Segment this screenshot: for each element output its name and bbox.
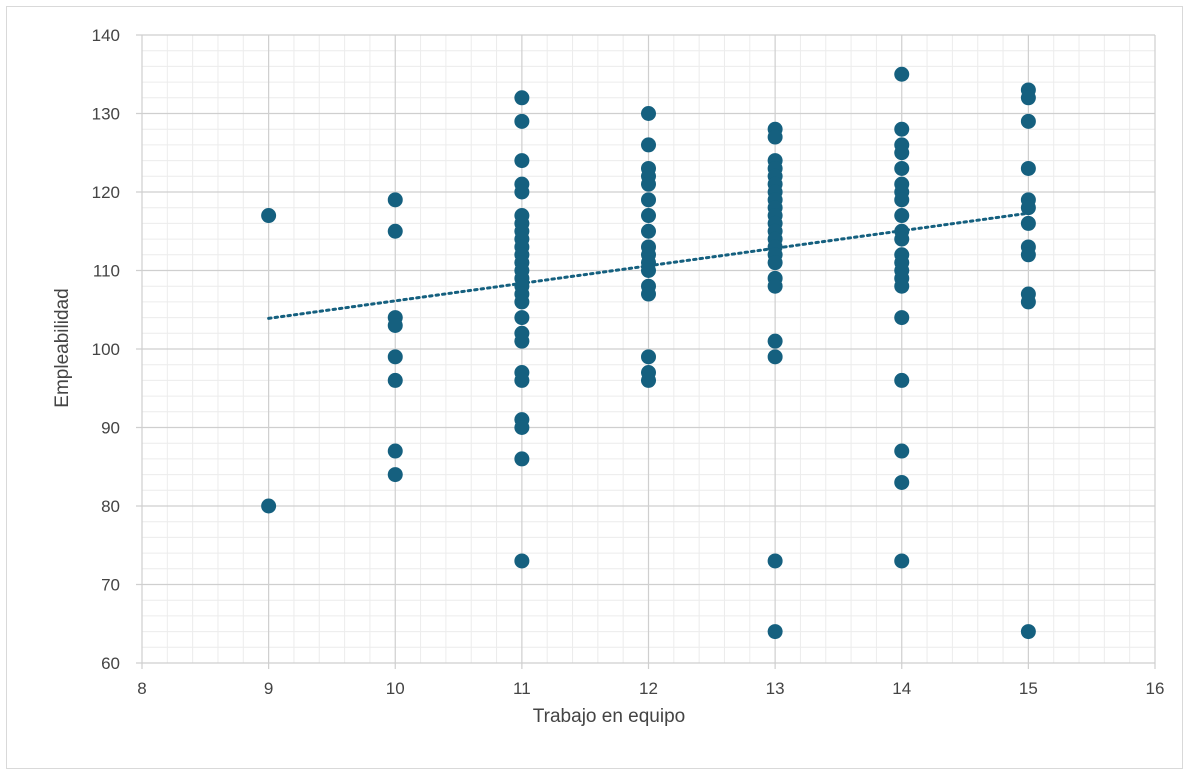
y-tick-label: 80 <box>101 497 120 516</box>
scatter-point <box>514 184 530 200</box>
scatter-point <box>641 192 656 208</box>
scatter-point <box>261 498 277 514</box>
scatter-point <box>894 278 910 294</box>
x-tick-label: 8 <box>137 679 146 698</box>
scatter-point <box>894 372 910 388</box>
y-tick-label: 90 <box>101 419 120 438</box>
scatter-point <box>894 474 910 490</box>
scatter-point <box>387 192 403 208</box>
x-axis-title: Trabajo en equipo <box>533 706 685 727</box>
chart-frame <box>6 6 1183 769</box>
y-tick-label: 100 <box>92 340 120 359</box>
scatter-point <box>767 255 783 271</box>
scatter-point <box>387 349 403 365</box>
data-points <box>261 66 1036 640</box>
scatter-point <box>1020 90 1036 106</box>
scatter-point <box>514 294 530 310</box>
scatter-point <box>1020 215 1036 231</box>
scatter-point <box>514 333 530 349</box>
scatter-point <box>641 263 656 278</box>
scatter-point <box>641 223 656 239</box>
scatter-point <box>641 137 656 153</box>
x-tick-label: 16 <box>1146 679 1165 698</box>
scatter-point <box>514 90 530 106</box>
y-tick-label: 70 <box>101 576 120 595</box>
y-axis-title: Empleabilidad <box>52 288 73 407</box>
scatter-point <box>514 451 530 467</box>
x-tick-label: 13 <box>766 679 785 698</box>
scatter-point <box>261 208 277 224</box>
x-tick-label: 10 <box>386 679 405 698</box>
scatter-point <box>894 192 910 208</box>
y-tick-label: 60 <box>101 654 120 673</box>
scatter-point <box>387 467 403 483</box>
scatter-point <box>767 553 783 569</box>
scatter-point <box>767 333 783 349</box>
scatter-point <box>894 231 910 247</box>
scatter-point <box>641 106 656 121</box>
scatter-point <box>894 443 910 459</box>
scatter-point <box>387 223 403 239</box>
scatter-point <box>641 286 656 302</box>
scatter-point <box>641 208 656 224</box>
scatter-point <box>514 310 530 326</box>
y-tick-labels: 60 70 80 90 100 110 120 130 140 <box>92 26 120 673</box>
scatter-point <box>894 208 910 224</box>
y-tick-label: 130 <box>92 105 120 124</box>
scatter-point <box>1020 247 1036 263</box>
scatter-point <box>387 317 403 333</box>
scatter-point <box>641 176 656 192</box>
y-tick-label: 110 <box>93 262 120 281</box>
scatter-point <box>1020 113 1036 129</box>
scatter-point <box>641 349 656 365</box>
scatter-point <box>1020 294 1036 310</box>
x-tick-label: 9 <box>264 679 273 698</box>
scatter-point <box>1020 624 1036 640</box>
scatter-point <box>767 349 783 365</box>
scatter-point <box>894 310 910 326</box>
y-tick-label: 120 <box>92 183 120 202</box>
y-tick-label: 140 <box>92 26 120 45</box>
scatter-point <box>514 553 530 569</box>
x-tick-label: 12 <box>639 679 658 698</box>
scatter-point <box>514 420 530 435</box>
x-tick-labels: 8 9 10 11 12 13 14 15 16 <box>137 679 1164 698</box>
scatter-point <box>894 66 910 82</box>
scatter-point <box>894 160 910 176</box>
scatter-point <box>1020 200 1036 216</box>
scatter-point <box>767 278 783 294</box>
scatter-point <box>514 113 530 129</box>
scatter-point <box>894 145 910 161</box>
scatter-point <box>1020 160 1036 176</box>
scatter-point <box>894 553 910 569</box>
x-tick-label: 11 <box>513 679 531 698</box>
scatter-point <box>767 129 783 145</box>
scatter-point <box>387 372 403 388</box>
scatter-point <box>514 372 530 388</box>
scatter-point <box>767 624 783 640</box>
scatter-point <box>641 372 656 388</box>
x-tick-label: 15 <box>1019 679 1038 698</box>
scatter-point <box>514 153 530 169</box>
x-tick-label: 14 <box>892 679 911 698</box>
scatter-point <box>387 443 403 459</box>
scatter-point <box>894 121 910 137</box>
